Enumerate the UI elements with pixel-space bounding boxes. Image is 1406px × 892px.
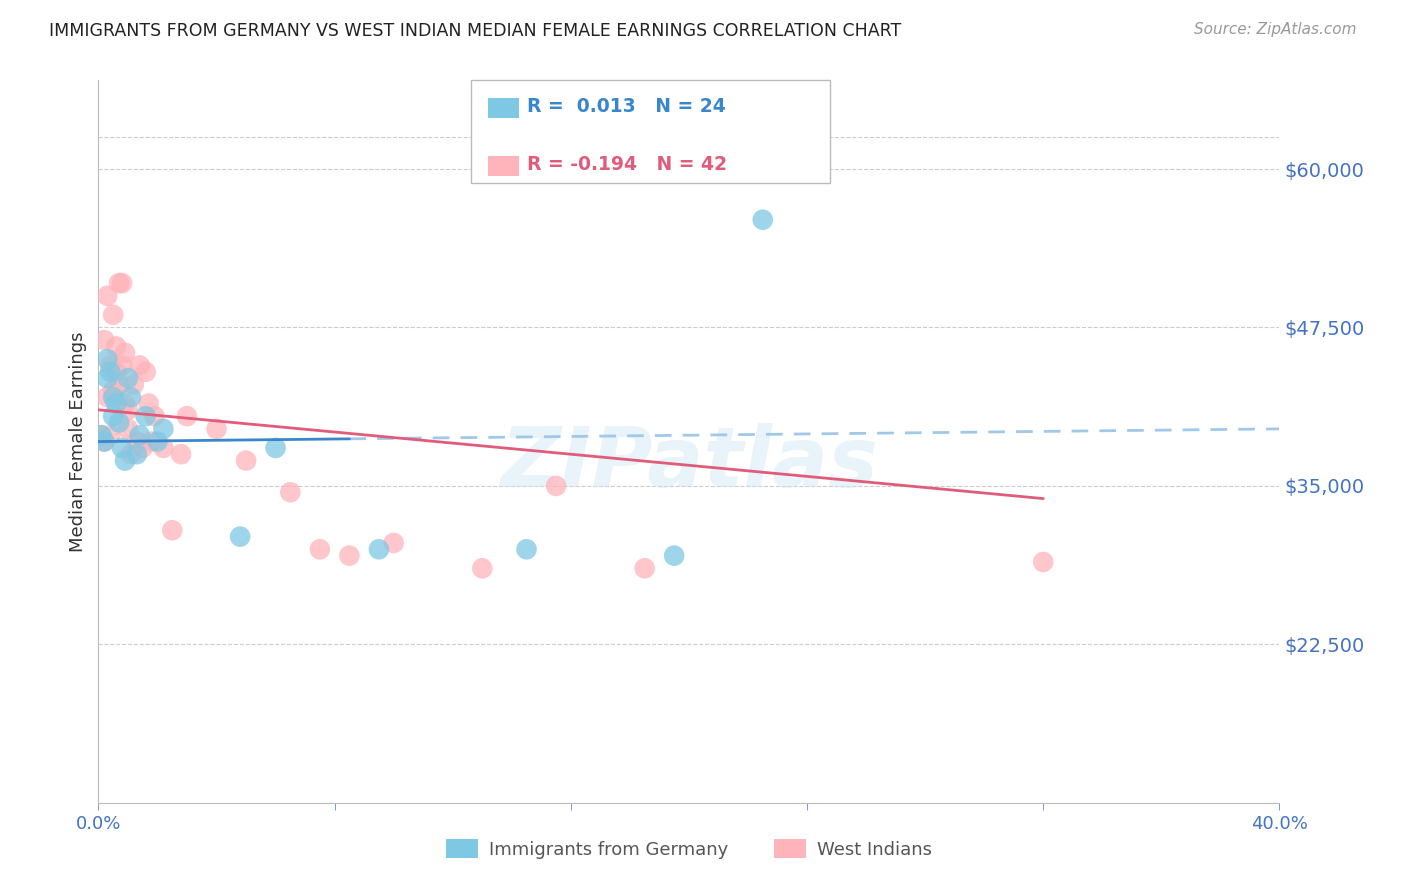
Point — [128, 359, 150, 373]
Point — [96, 390, 118, 404]
Point — [176, 409, 198, 424]
Point — [264, 441, 287, 455]
Point — [1032, 555, 1054, 569]
Point — [135, 409, 157, 424]
Legend: Immigrants from Germany, West Indians: Immigrants from Germany, West Indians — [439, 832, 939, 866]
Point — [90, 428, 112, 442]
Point — [93, 434, 115, 449]
Point — [125, 447, 148, 461]
Point — [93, 434, 115, 449]
Point — [128, 428, 150, 442]
Point — [205, 422, 228, 436]
Point — [339, 549, 361, 563]
Point — [96, 352, 118, 367]
Point — [546, 479, 568, 493]
Point — [138, 396, 160, 410]
Point — [382, 536, 405, 550]
Point — [96, 289, 118, 303]
Point — [114, 396, 136, 410]
Point — [103, 390, 125, 404]
Point — [98, 428, 121, 442]
Point — [309, 542, 332, 557]
Point — [105, 396, 128, 410]
Point — [120, 390, 142, 404]
Point — [117, 371, 139, 385]
Point — [229, 530, 252, 544]
Text: Source: ZipAtlas.com: Source: ZipAtlas.com — [1194, 22, 1357, 37]
Point — [162, 523, 183, 537]
Point — [132, 441, 155, 455]
Point — [98, 359, 121, 373]
Point — [105, 339, 128, 353]
Point — [98, 365, 121, 379]
Text: R =  0.013   N = 24: R = 0.013 N = 24 — [527, 96, 725, 116]
Point — [111, 441, 134, 455]
Point — [516, 542, 538, 557]
Point — [114, 453, 136, 467]
Point — [105, 365, 128, 379]
Point — [117, 402, 139, 417]
Point — [146, 434, 169, 449]
Point — [108, 276, 131, 290]
Point — [120, 447, 142, 461]
Point — [141, 434, 163, 449]
Point — [664, 549, 686, 563]
Point — [125, 434, 148, 449]
Point — [111, 276, 134, 290]
Point — [103, 308, 125, 322]
Point — [152, 441, 174, 455]
Point — [135, 365, 157, 379]
Point — [634, 561, 657, 575]
Point — [170, 447, 193, 461]
Point — [752, 212, 775, 227]
Point — [108, 377, 131, 392]
Point — [117, 422, 139, 436]
Point — [96, 371, 118, 385]
Text: R = -0.194   N = 42: R = -0.194 N = 42 — [527, 154, 727, 174]
Point — [93, 333, 115, 347]
Point — [114, 346, 136, 360]
Point — [471, 561, 494, 575]
Y-axis label: Median Female Earnings: Median Female Earnings — [69, 331, 87, 552]
Point — [280, 485, 302, 500]
Point — [122, 377, 145, 392]
Point — [152, 422, 174, 436]
Point — [235, 453, 257, 467]
Point — [143, 409, 166, 424]
Text: ZIPatlas: ZIPatlas — [501, 423, 877, 504]
Point — [108, 416, 131, 430]
Text: IMMIGRANTS FROM GERMANY VS WEST INDIAN MEDIAN FEMALE EARNINGS CORRELATION CHART: IMMIGRANTS FROM GERMANY VS WEST INDIAN M… — [49, 22, 901, 40]
Point — [111, 359, 134, 373]
Point — [103, 384, 125, 398]
Point — [90, 428, 112, 442]
Point — [368, 542, 391, 557]
Point — [103, 409, 125, 424]
